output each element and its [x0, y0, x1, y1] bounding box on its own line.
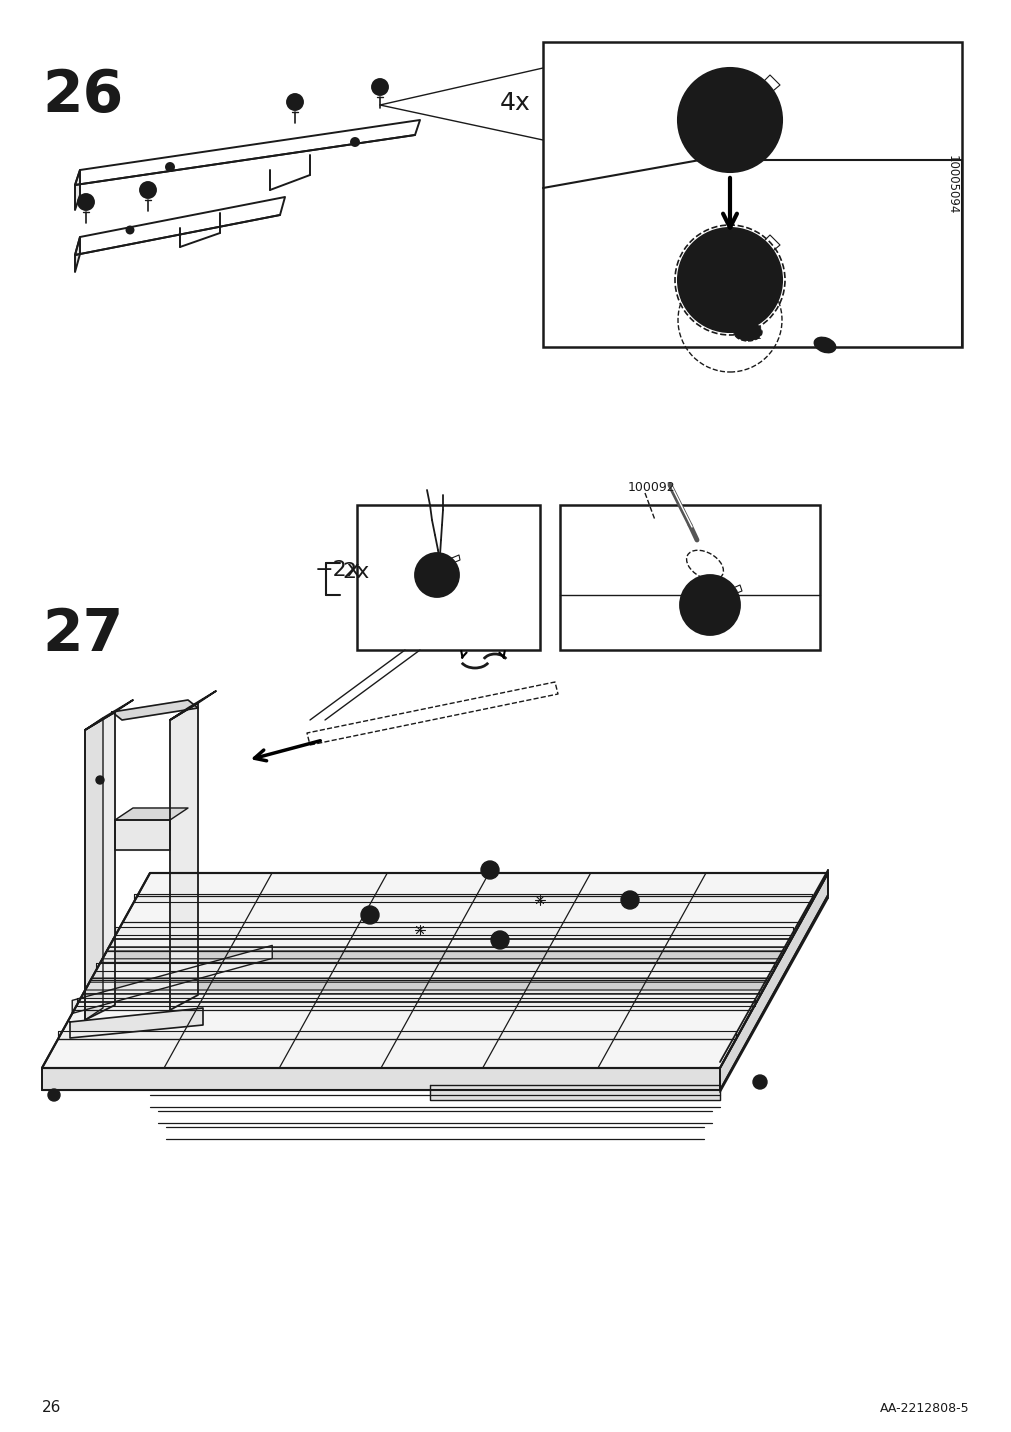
Circle shape: [490, 931, 509, 949]
Circle shape: [126, 226, 133, 233]
Polygon shape: [115, 821, 170, 851]
Circle shape: [695, 95, 754, 155]
Circle shape: [625, 895, 634, 905]
Text: 26: 26: [42, 67, 123, 125]
Polygon shape: [716, 586, 741, 600]
Circle shape: [690, 591, 723, 624]
Circle shape: [679, 576, 739, 634]
Polygon shape: [42, 1068, 719, 1090]
Circle shape: [422, 566, 446, 590]
Text: 4x: 4x: [499, 92, 530, 115]
Circle shape: [361, 906, 379, 924]
Circle shape: [484, 865, 494, 875]
Polygon shape: [719, 874, 827, 1090]
Circle shape: [677, 228, 782, 332]
Polygon shape: [115, 808, 188, 821]
Polygon shape: [77, 998, 754, 1005]
Polygon shape: [96, 962, 773, 971]
Circle shape: [480, 861, 498, 879]
Circle shape: [731, 288, 751, 308]
Circle shape: [166, 163, 174, 170]
Circle shape: [351, 137, 359, 146]
Ellipse shape: [294, 103, 299, 107]
Polygon shape: [85, 982, 766, 990]
Circle shape: [677, 67, 782, 172]
Polygon shape: [170, 703, 198, 1010]
Circle shape: [365, 909, 375, 919]
Polygon shape: [42, 874, 827, 1068]
Polygon shape: [59, 1031, 735, 1038]
Polygon shape: [70, 1008, 203, 1038]
Polygon shape: [75, 120, 420, 185]
Ellipse shape: [814, 338, 835, 352]
Polygon shape: [102, 951, 784, 959]
Polygon shape: [115, 928, 793, 935]
Polygon shape: [85, 717, 103, 1020]
Polygon shape: [170, 692, 215, 720]
Circle shape: [371, 79, 387, 95]
Circle shape: [286, 95, 303, 110]
Polygon shape: [739, 235, 779, 272]
Text: 10005094: 10005094: [944, 155, 957, 215]
Bar: [559, 505, 819, 650]
Polygon shape: [739, 74, 779, 112]
Polygon shape: [72, 945, 272, 1014]
Polygon shape: [112, 700, 198, 720]
Polygon shape: [543, 188, 961, 347]
Text: 100092: 100092: [628, 481, 675, 494]
Circle shape: [96, 776, 104, 783]
Text: 26: 26: [42, 1400, 62, 1415]
Polygon shape: [447, 556, 460, 566]
Text: AA-2212808-5: AA-2212808-5: [880, 1402, 969, 1415]
Ellipse shape: [148, 192, 153, 195]
Polygon shape: [100, 947, 787, 962]
Polygon shape: [75, 198, 285, 255]
Circle shape: [695, 255, 754, 315]
Polygon shape: [133, 894, 811, 902]
Polygon shape: [430, 1085, 719, 1100]
Circle shape: [731, 127, 751, 147]
Polygon shape: [75, 238, 80, 272]
Circle shape: [752, 1075, 766, 1088]
Circle shape: [415, 553, 459, 597]
Bar: [543, 42, 961, 347]
Circle shape: [621, 891, 638, 909]
Text: 2x: 2x: [342, 561, 369, 581]
Bar: [357, 505, 540, 650]
Polygon shape: [85, 712, 115, 1020]
Text: −2x: −2x: [314, 560, 361, 580]
Ellipse shape: [733, 324, 761, 341]
Polygon shape: [83, 978, 769, 994]
Circle shape: [78, 193, 94, 211]
Ellipse shape: [85, 203, 91, 208]
Text: 27: 27: [42, 606, 123, 663]
Polygon shape: [85, 700, 132, 730]
Circle shape: [140, 182, 156, 198]
Polygon shape: [75, 170, 80, 211]
Ellipse shape: [379, 89, 384, 93]
Circle shape: [494, 935, 504, 945]
Circle shape: [48, 1088, 60, 1101]
